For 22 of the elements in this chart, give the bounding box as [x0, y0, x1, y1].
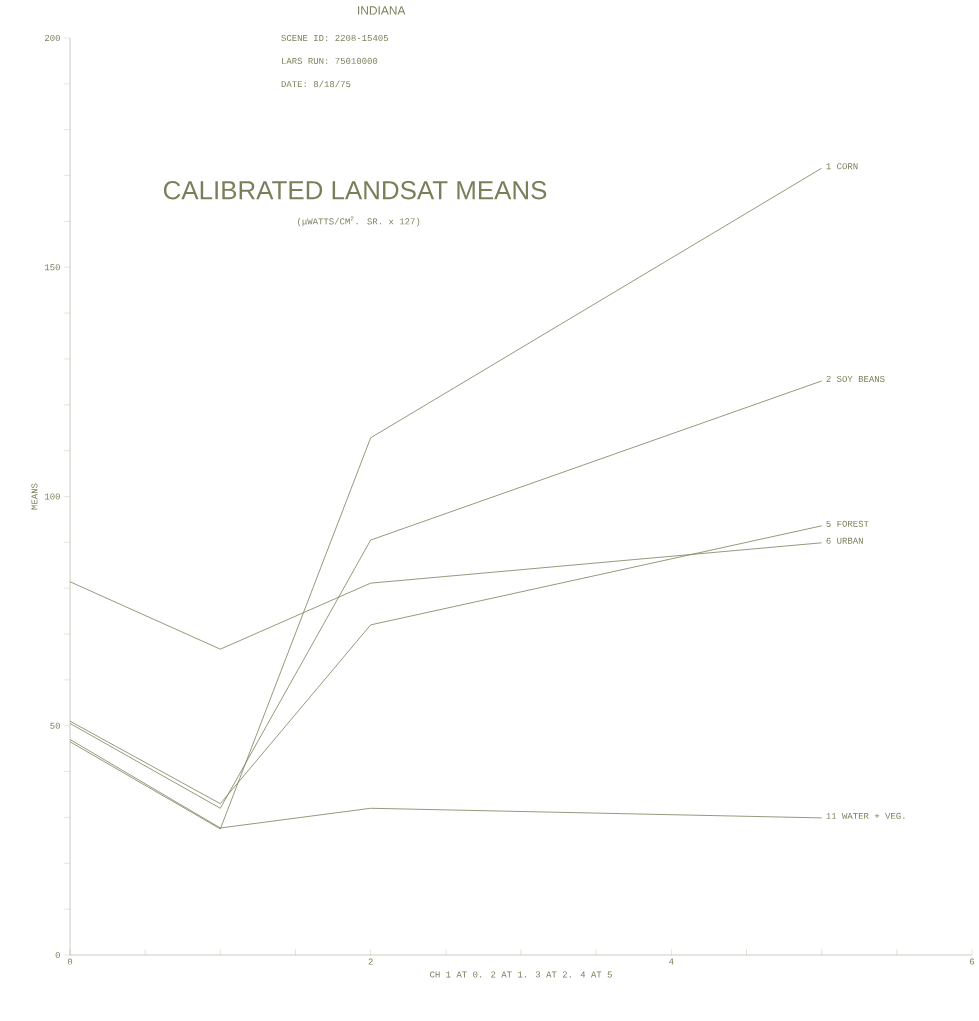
- y-tick-label: 100: [44, 493, 60, 500]
- text: CALIBRATED LANDSAT MEANS: [163, 181, 547, 200]
- x-tick-label: 4: [669, 958, 674, 965]
- x-axis-title: CH 1 AT 0. 2 AT 1. 3 AT 2. 4 AT 5: [430, 971, 612, 978]
- x-tick-label: 2: [368, 958, 373, 965]
- y-tick-label: 0: [55, 951, 60, 959]
- annotation: LARS RUN: 75010000: [282, 57, 378, 64]
- series-label: 11 WATER + VEG.: [826, 812, 905, 819]
- y-axis-title: MEANS: [31, 483, 38, 510]
- text: INDIANA: [358, 6, 406, 15]
- text: (μWATTS/CM$^{2}$. SR. x 127): [298, 216, 420, 227]
- y-tick-label: 150: [44, 264, 60, 271]
- annotation: DATE: 8/18/75: [281, 80, 351, 88]
- x-tick-label: 0: [67, 958, 73, 965]
- series-label: 5 FOREST: [826, 520, 869, 527]
- x-tick-label: 6: [969, 958, 975, 965]
- y-tick-label: 200: [44, 34, 60, 42]
- y-tick-label: 50: [50, 722, 60, 729]
- series-label: 6 URBAN: [826, 537, 863, 544]
- annotation: SCENE ID: 2208-15405: [281, 34, 389, 42]
- series-label: 2 SOY BEANS: [826, 375, 885, 382]
- series-label: 1 CORN: [826, 163, 858, 170]
